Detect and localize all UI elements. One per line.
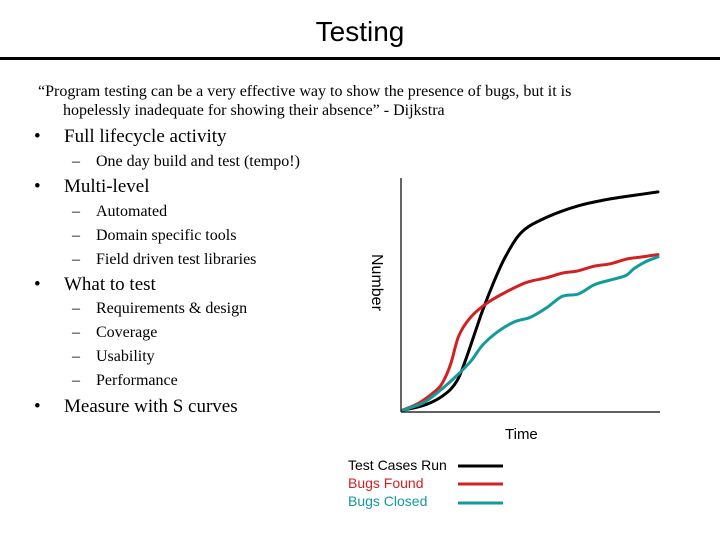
series-line-bugs-closed bbox=[401, 255, 660, 412]
sub-bullet-coverage: – Coverage bbox=[72, 323, 157, 343]
sub-bullet-domain-tools: – Domain specific tools bbox=[72, 226, 236, 246]
bullet-s-curves: • Measure with S curves bbox=[34, 396, 238, 418]
sub-bullet-text: Usability bbox=[96, 348, 155, 365]
sub-bullet-dash: – bbox=[72, 203, 80, 220]
sub-bullet-one-day-build: – One day build and test (tempo!) bbox=[72, 152, 300, 172]
bullet-multi-level: • Multi-level bbox=[34, 176, 149, 198]
bullet-text: Full lifecycle activity bbox=[64, 126, 227, 147]
sub-bullet-text: Requirements & design bbox=[96, 300, 248, 317]
sub-bullet-dash: – bbox=[72, 372, 80, 389]
sub-bullet-performance: – Performance bbox=[72, 371, 178, 391]
y-axis-label: Number bbox=[368, 254, 385, 312]
sub-bullet-dash: – bbox=[72, 324, 80, 341]
x-axis-label: Time bbox=[505, 426, 538, 443]
bullet-dot: • bbox=[34, 274, 41, 295]
sub-bullet-dash: – bbox=[72, 251, 80, 268]
sub-bullet-text: Performance bbox=[96, 372, 178, 389]
sub-bullet-dash: – bbox=[72, 348, 80, 365]
sub-bullet-field-libraries: – Field driven test libraries bbox=[72, 250, 256, 270]
title-rule bbox=[0, 57, 720, 60]
sub-bullet-text: Field driven test libraries bbox=[96, 251, 257, 268]
bullet-text: Measure with S curves bbox=[64, 396, 238, 417]
legend-label-bugs-found: Bugs Found bbox=[348, 475, 424, 491]
sub-bullet-dash: – bbox=[72, 227, 80, 244]
bullet-full-lifecycle: • Full lifecycle activity bbox=[34, 126, 227, 148]
series-line-test-cases-run bbox=[401, 190, 660, 412]
dijkstra-quote: “Program testing can be a very effective… bbox=[38, 82, 678, 120]
sub-bullet-automated: – Automated bbox=[72, 202, 167, 222]
sub-bullet-requirements: – Requirements & design bbox=[72, 299, 247, 319]
quote-line-2: hopelessly inadequate for showing their … bbox=[63, 102, 445, 119]
bullet-dot: • bbox=[34, 396, 41, 417]
legend-label-bugs-closed: Bugs Closed bbox=[348, 493, 428, 509]
bullet-text: What to test bbox=[64, 274, 156, 295]
bullet-text: Multi-level bbox=[64, 176, 150, 197]
quote-line-1: “Program testing can be a very effective… bbox=[38, 83, 572, 100]
sub-bullet-text: One day build and test (tempo!) bbox=[96, 153, 300, 170]
bullet-dot: • bbox=[34, 176, 41, 197]
sub-bullet-text: Coverage bbox=[96, 324, 158, 341]
sub-bullet-text: Automated bbox=[96, 203, 168, 220]
series-line-bugs-found bbox=[401, 253, 660, 412]
sub-bullet-dash: – bbox=[72, 300, 80, 317]
bullet-what-to-test: • What to test bbox=[34, 274, 156, 296]
slide-title: Testing bbox=[315, 16, 405, 47]
sub-bullet-text: Domain specific tools bbox=[96, 227, 237, 244]
sub-bullet-usability: – Usability bbox=[72, 347, 155, 367]
bullet-dot: • bbox=[34, 126, 41, 147]
sub-bullet-dash: – bbox=[72, 153, 80, 170]
legend-label-test-cases-run: Test Cases Run bbox=[348, 457, 447, 473]
